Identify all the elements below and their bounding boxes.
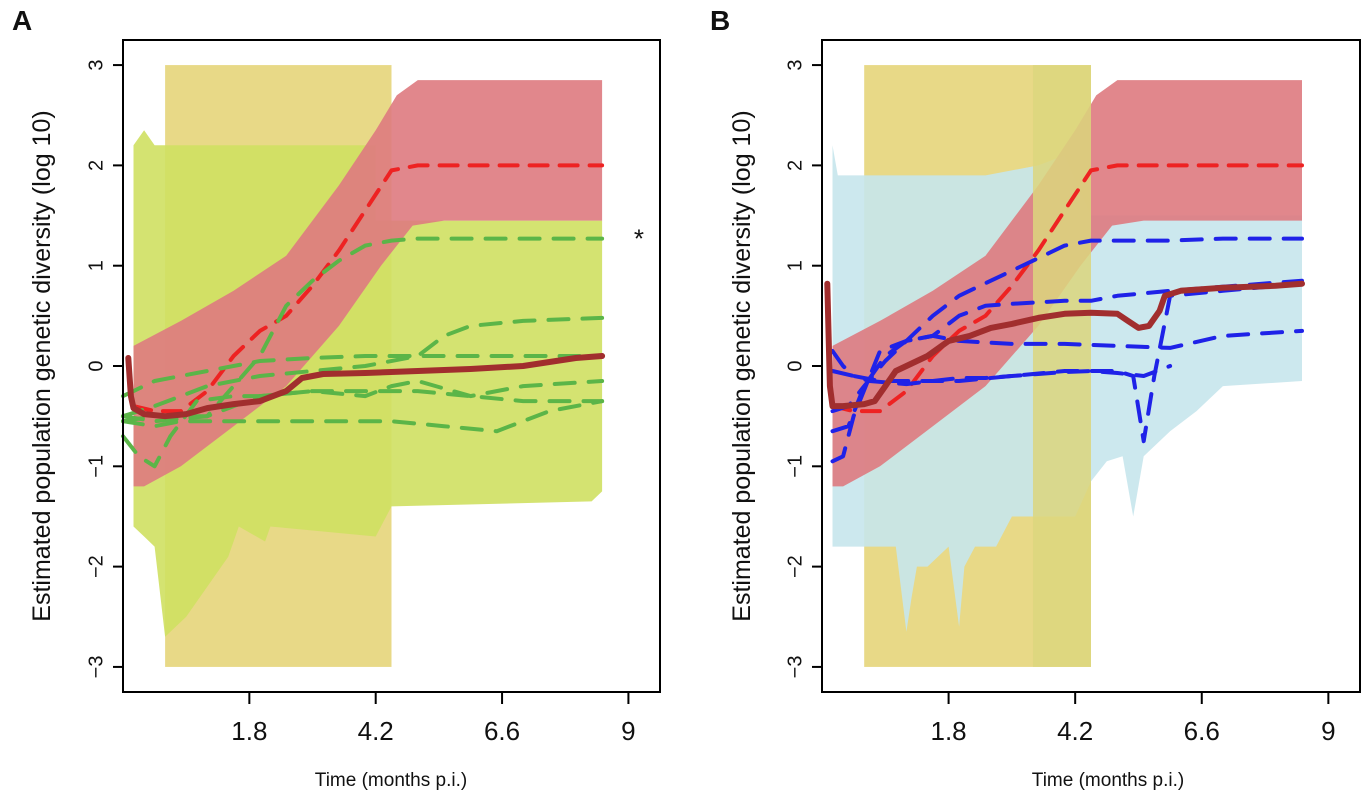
panel-label-b: B xyxy=(710,5,730,36)
series-line-others-1 xyxy=(121,236,605,424)
x-tick-label: 6.6 xyxy=(484,716,520,746)
y-tick-label: 1 xyxy=(784,260,806,271)
x-tick-label: 1.8 xyxy=(931,716,967,746)
y-tick-label: 3 xyxy=(784,60,806,71)
y-tick-label: 2 xyxy=(85,160,107,171)
series-line-median_red-0 xyxy=(830,163,1304,414)
series-line-others-5 xyxy=(121,399,605,434)
panel-b-xlabel: Time (months p.i.) xyxy=(1032,770,1184,791)
y-tick-label: −1 xyxy=(784,455,806,478)
x-tick-label: 6.6 xyxy=(1184,716,1220,746)
series-line-others-4 xyxy=(121,379,605,424)
series-line-others-4 xyxy=(830,281,1304,444)
series-line-others-6 xyxy=(121,389,605,469)
series-line-others-5 xyxy=(830,364,1173,387)
panel-b-axes: −3 −2 −1 0 1 2 3 1.8 4.2 6.6 9 xyxy=(784,60,1335,746)
y-tick-label: 1 xyxy=(85,260,107,271)
panel-a-ylabel: Estimated population genetic diversity (… xyxy=(28,110,56,621)
y-tick-label: −1 xyxy=(85,455,107,478)
x-tick-label: 4.2 xyxy=(358,716,394,746)
series-line-others-2 xyxy=(830,278,1304,434)
x-tick-label: 1.8 xyxy=(231,716,267,746)
panel-b: B −3 −2 −1 0 1 2 3 1.8 4.2 6.6 9 Estimated populat… xyxy=(710,5,1361,791)
y-tick-label: 0 xyxy=(85,360,107,371)
y-tick-label: −3 xyxy=(784,656,806,679)
x-tick-label: 9 xyxy=(621,716,635,746)
x-tick-label: 4.2 xyxy=(1057,716,1093,746)
panel-a-axes: −3 −2 −1 0 1 2 3 1.8 4.2 6.6 9 xyxy=(85,60,635,746)
uncertainty-band-secondary xyxy=(133,130,603,637)
y-tick-label: −2 xyxy=(85,555,107,578)
panel-a: A * −3 −2 −1 0 1 2 3 1.8 4.2 6.6 9 Estimated popul… xyxy=(12,5,661,791)
y-tick-label: 0 xyxy=(784,360,806,371)
series-line-others-2 xyxy=(121,315,605,419)
series-line-mean-7 xyxy=(125,353,606,420)
series-line-median_red-0 xyxy=(131,163,605,414)
y-tick-label: −2 xyxy=(784,555,806,578)
y-tick-label: 3 xyxy=(85,60,107,71)
annotation-asterisk: * xyxy=(634,224,644,254)
panel-b-ylabel: Estimated population genetic diversity (… xyxy=(728,110,756,621)
x-tick-label: 9 xyxy=(1321,716,1335,746)
panel-b-plot xyxy=(824,65,1305,667)
shaded-interval-overlap xyxy=(1032,65,1091,667)
series-line-others-3 xyxy=(121,354,605,399)
uncertainty-band-red xyxy=(133,80,603,487)
y-tick-label: 2 xyxy=(784,160,806,171)
y-tick-label: −3 xyxy=(85,656,107,679)
panel-a-plot: * xyxy=(121,65,644,667)
panel-label-a: A xyxy=(12,5,32,36)
series-line-mean-6 xyxy=(824,280,1305,410)
panel-a-xlabel: Time (months p.i.) xyxy=(315,770,467,791)
